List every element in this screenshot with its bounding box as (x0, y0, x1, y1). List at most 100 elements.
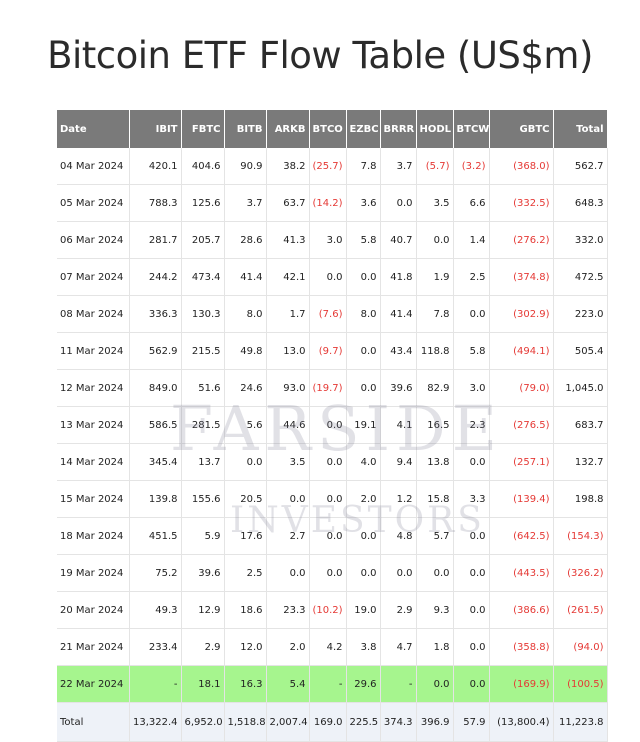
table-row: 04 Mar 2024 420.1 404.6 90.9 38.2 (25.7) 7.8 3.… (57, 148, 608, 185)
table-cell: 2.5 (224, 554, 267, 592)
table-cell: (257.1) (489, 443, 554, 481)
table-row: 14 Mar 2024 345.4 13.7 0.0 3.5 0.0 4.0 9.4 13.8 0… (57, 443, 608, 481)
table-cell: (276.5) (489, 406, 554, 444)
column-header-ezbc: EZBC (346, 110, 381, 148)
table-cell: 0.0 (453, 628, 490, 666)
table-cell: 404.6 (181, 148, 225, 185)
row-date-cell: 18 Mar 2024 (57, 517, 130, 555)
table-cell: 7.8 (416, 295, 454, 333)
table-cell: (326.2) (553, 554, 608, 592)
column-header-arkb: ARKB (266, 110, 310, 148)
table-cell: 0.0 (453, 517, 490, 555)
table-cell: 5.6 (224, 406, 267, 444)
table-cell: 6,952.0 (181, 702, 225, 742)
table-cell: 0.0 (416, 554, 454, 592)
table-cell: - (309, 665, 347, 703)
table-cell: 16.5 (416, 406, 454, 444)
table-cell: 4.0 (346, 443, 381, 481)
table-cell: 233.4 (129, 628, 182, 666)
table-cell: 562.9 (129, 332, 182, 370)
table-cell: 28.6 (224, 221, 267, 259)
table-cell: 3.3 (453, 480, 490, 518)
table-cell: 43.4 (380, 332, 417, 370)
table-cell: (261.5) (553, 591, 608, 629)
row-date-cell: 08 Mar 2024 (57, 295, 130, 333)
table-cell: (276.2) (489, 221, 554, 259)
table-cell: 49.8 (224, 332, 267, 370)
table-cell: (386.6) (489, 591, 554, 629)
table-row: 06 Mar 2024 281.7 205.7 28.6 41.3 3.0 5.8 40.7 0… (57, 221, 608, 259)
table-cell: (9.7) (309, 332, 347, 370)
table-cell: 2.3 (453, 406, 490, 444)
table-cell: 225.5 (346, 702, 381, 742)
table-cell: 0.0 (309, 443, 347, 481)
table-cell: (154.3) (553, 517, 608, 555)
table-cell: 57.9 (453, 702, 490, 742)
table-cell: (374.8) (489, 258, 554, 296)
table-cell: 0.0 (309, 406, 347, 444)
table-cell: 5.8 (346, 221, 381, 259)
table-cell: (13,800.4) (489, 702, 554, 742)
table-cell: 2.0 (346, 480, 381, 518)
row-date-cell: 22 Mar 2024 (57, 665, 130, 703)
row-date-cell: 12 Mar 2024 (57, 369, 130, 407)
table-cell: 2.5 (453, 258, 490, 296)
table-cell: (79.0) (489, 369, 554, 407)
table-cell: 23.3 (266, 591, 310, 629)
table-cell: 3.7 (224, 184, 267, 222)
table-cell: 2.9 (181, 628, 225, 666)
row-date-cell: 06 Mar 2024 (57, 221, 130, 259)
table-cell: 7.8 (346, 148, 381, 185)
table-cell: (3.2) (453, 148, 490, 185)
table-cell: (10.2) (309, 591, 347, 629)
table-cell: 42.1 (266, 258, 310, 296)
table-cell: 345.4 (129, 443, 182, 481)
table-cell: 198.8 (553, 480, 608, 518)
table-cell: 11,223.8 (553, 702, 608, 742)
table-cell: 0.0 (453, 665, 490, 703)
table-cell: 420.1 (129, 148, 182, 185)
table-cell: 9.3 (416, 591, 454, 629)
table-cell: 18.6 (224, 591, 267, 629)
table-cell: 90.9 (224, 148, 267, 185)
table-body: 04 Mar 2024 420.1 404.6 90.9 38.2 (25.7) 7.8 3.… (57, 148, 608, 742)
table-cell: 75.2 (129, 554, 182, 592)
row-date-cell: 20 Mar 2024 (57, 591, 130, 629)
table-cell: 4.7 (380, 628, 417, 666)
table-cell: 39.6 (380, 369, 417, 407)
table-cell: (302.9) (489, 295, 554, 333)
table-cell: 451.5 (129, 517, 182, 555)
table-cell: 38.2 (266, 148, 310, 185)
table-cell: 0.0 (346, 369, 381, 407)
row-date-cell: 21 Mar 2024 (57, 628, 130, 666)
table-cell: 0.0 (380, 184, 417, 222)
table-cell: 3.5 (266, 443, 310, 481)
table-cell: 0.0 (380, 554, 417, 592)
table-cell: 169.0 (309, 702, 347, 742)
table-cell: (139.4) (489, 480, 554, 518)
table-cell: 562.7 (553, 148, 608, 185)
table-cell: 0.0 (346, 554, 381, 592)
table-cell: 49.3 (129, 591, 182, 629)
table-cell: 41.3 (266, 221, 310, 259)
table-cell: - (129, 665, 182, 703)
table-cell: (368.0) (489, 148, 554, 185)
table-cell: 4.2 (309, 628, 347, 666)
table-cell: 788.3 (129, 184, 182, 222)
table-cell: 139.8 (129, 480, 182, 518)
table-cell: 132.7 (553, 443, 608, 481)
table-cell: 51.6 (181, 369, 225, 407)
table-cell: 2.7 (266, 517, 310, 555)
etf-flow-table: Date IBIT FBTC BITB ARKB BTCO EZBC BRRR … (57, 110, 608, 742)
table-cell: (100.5) (553, 665, 608, 703)
table-cell: 41.4 (224, 258, 267, 296)
table-cell: 244.2 (129, 258, 182, 296)
table-cell: (332.5) (489, 184, 554, 222)
column-header-date: Date (57, 110, 130, 148)
row-date-cell: 07 Mar 2024 (57, 258, 130, 296)
table-cell: 0.0 (346, 258, 381, 296)
table-cell: 215.5 (181, 332, 225, 370)
table-cell: 12.0 (224, 628, 267, 666)
table-cell: 1.7 (266, 295, 310, 333)
table-cell: 0.0 (266, 480, 310, 518)
